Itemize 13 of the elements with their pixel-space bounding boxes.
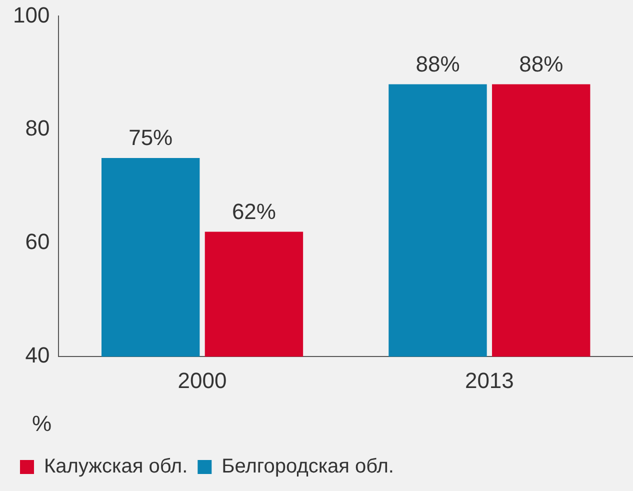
y-tick-label: 60: [25, 229, 50, 254]
legend-label: Калужская обл.: [44, 456, 188, 478]
y-axis-title: %: [32, 411, 52, 436]
y-tick-label: 80: [25, 116, 50, 141]
y-tick-label: 40: [25, 342, 50, 368]
x-tick-label: 2013: [464, 368, 514, 393]
data-label: 88%: [519, 51, 564, 76]
legend-label: Белгородская обл.: [222, 456, 394, 478]
data-label: 62%: [232, 198, 276, 224]
data-label: 88%: [416, 51, 460, 76]
x-tick-label: 2000: [178, 368, 227, 393]
data-label: 75%: [128, 125, 173, 150]
y-tick-label: 100: [12, 2, 50, 28]
